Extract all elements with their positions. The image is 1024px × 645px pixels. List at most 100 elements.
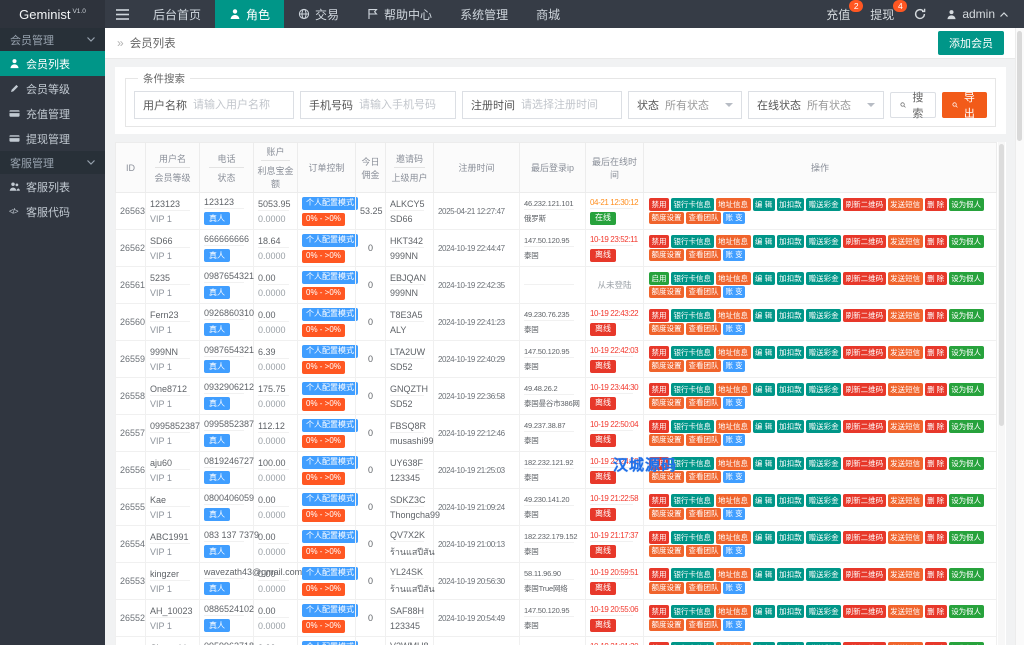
send-sms-button[interactable]: 发送短信: [887, 531, 923, 544]
quota-setting-button[interactable]: 额度设置: [649, 581, 684, 594]
refresh-qrcode-button[interactable]: 刷新二维码: [843, 198, 886, 211]
top-menu-trade[interactable]: 交易: [284, 0, 353, 28]
set-fake-button[interactable]: 设为假人: [948, 383, 984, 396]
add-deduct-button[interactable]: 加扣款: [776, 457, 805, 470]
edit-button[interactable]: 编 辑: [752, 235, 775, 248]
gift-bonus-button[interactable]: 赠送彩金: [806, 531, 842, 544]
edit-button[interactable]: 编 辑: [752, 198, 775, 211]
bank-card-info-button[interactable]: 银行卡信息: [671, 568, 714, 581]
set-fake-button[interactable]: 设为假人: [948, 346, 984, 359]
bank-card-info-button[interactable]: 银行卡信息: [671, 531, 714, 544]
disable-user-button[interactable]: 禁用: [649, 346, 669, 359]
set-fake-button[interactable]: 设为假人: [948, 272, 984, 285]
table-scrollbar-thumb[interactable]: [999, 144, 1004, 426]
admin-dropdown[interactable]: admin: [946, 7, 1008, 21]
quota-setting-button[interactable]: 额度设置: [649, 507, 684, 520]
gift-bonus-button[interactable]: 赠送彩金: [806, 198, 842, 211]
set-fake-button[interactable]: 设为假人: [948, 420, 984, 433]
account-change-button[interactable]: 账 变: [723, 359, 746, 372]
send-sms-button[interactable]: 发送短信: [887, 235, 923, 248]
view-team-button[interactable]: 查看团队: [686, 359, 721, 372]
delete-button[interactable]: 删 除: [924, 494, 947, 507]
refresh-qrcode-button[interactable]: 刷新二维码: [843, 383, 886, 396]
add-member-button[interactable]: 添加会员: [938, 31, 1004, 55]
bank-card-info-button[interactable]: 银行卡信息: [671, 457, 714, 470]
address-info-button[interactable]: 地址信息: [715, 309, 751, 322]
refresh-qrcode-button[interactable]: 刷新二维码: [843, 568, 886, 581]
delete-button[interactable]: 删 除: [924, 235, 947, 248]
edit-button[interactable]: 编 辑: [752, 457, 775, 470]
view-team-button[interactable]: 查看团队: [686, 544, 721, 557]
gift-bonus-button[interactable]: 赠送彩金: [806, 272, 842, 285]
disable-user-button[interactable]: 禁用: [649, 198, 669, 211]
quota-setting-button[interactable]: 额度设置: [649, 248, 684, 261]
view-team-button[interactable]: 查看团队: [686, 470, 721, 483]
set-fake-button[interactable]: 设为假人: [948, 531, 984, 544]
refresh-qrcode-button[interactable]: 刷新二维码: [843, 272, 886, 285]
add-deduct-button[interactable]: 加扣款: [776, 531, 805, 544]
delete-button[interactable]: 删 除: [924, 420, 947, 433]
disable-user-button[interactable]: 禁用: [649, 531, 669, 544]
add-deduct-button[interactable]: 加扣款: [776, 494, 805, 507]
bank-card-info-button[interactable]: 银行卡信息: [671, 235, 714, 248]
disable-user-button[interactable]: 禁用: [649, 420, 669, 433]
account-change-button[interactable]: 账 变: [723, 396, 746, 409]
edit-button[interactable]: 编 辑: [752, 531, 775, 544]
add-deduct-button[interactable]: 加扣款: [776, 309, 805, 322]
quota-setting-button[interactable]: 额度设置: [649, 322, 684, 335]
account-change-button[interactable]: 账 变: [723, 581, 746, 594]
bank-card-info-button[interactable]: 银行卡信息: [671, 383, 714, 396]
top-menu-mall[interactable]: 商城: [536, 7, 561, 22]
refresh-qrcode-button[interactable]: 刷新二维码: [843, 235, 886, 248]
quota-setting-button[interactable]: 额度设置: [649, 433, 684, 446]
export-button[interactable]: 导 出: [941, 92, 987, 120]
delete-button[interactable]: 删 除: [924, 346, 947, 359]
quota-setting-button[interactable]: 额度设置: [649, 359, 684, 372]
address-info-button[interactable]: 地址信息: [715, 494, 751, 507]
view-team-button[interactable]: 查看团队: [686, 433, 721, 446]
view-team-button[interactable]: 查看团队: [686, 211, 721, 224]
bank-card-info-button[interactable]: 银行卡信息: [671, 272, 714, 285]
sidebar-item-recharge[interactable]: 充值管理: [0, 101, 105, 126]
bank-card-info-button[interactable]: 银行卡信息: [671, 198, 714, 211]
disable-user-button[interactable]: 禁用: [649, 605, 669, 618]
refresh-qrcode-button[interactable]: 刷新二维码: [843, 457, 886, 470]
account-change-button[interactable]: 账 变: [723, 211, 746, 224]
regtime-input[interactable]: [521, 94, 621, 116]
bank-card-info-button[interactable]: 银行卡信息: [671, 309, 714, 322]
disable-user-button[interactable]: 禁用: [649, 235, 669, 248]
edit-button[interactable]: 编 辑: [752, 568, 775, 581]
bank-card-info-button[interactable]: 银行卡信息: [671, 494, 714, 507]
view-team-button[interactable]: 查看团队: [686, 248, 721, 261]
search-button[interactable]: 搜 索: [890, 92, 936, 120]
address-info-button[interactable]: 地址信息: [715, 272, 751, 285]
send-sms-button[interactable]: 发送短信: [887, 420, 923, 433]
delete-button[interactable]: 删 除: [924, 531, 947, 544]
gift-bonus-button[interactable]: 赠送彩金: [806, 383, 842, 396]
refresh-icon[interactable]: [914, 8, 926, 20]
sidebar-item-withdraw[interactable]: 提现管理: [0, 126, 105, 151]
enable-user-button[interactable]: 启用: [649, 272, 669, 285]
set-fake-button[interactable]: 设为假人: [948, 457, 984, 470]
account-change-button[interactable]: 账 变: [723, 322, 746, 335]
refresh-qrcode-button[interactable]: 刷新二维码: [843, 531, 886, 544]
quota-setting-button[interactable]: 额度设置: [649, 618, 684, 631]
send-sms-button[interactable]: 发送短信: [887, 605, 923, 618]
account-change-button[interactable]: 账 变: [723, 433, 746, 446]
quota-setting-button[interactable]: 额度设置: [649, 396, 684, 409]
delete-button[interactable]: 删 除: [924, 309, 947, 322]
add-deduct-button[interactable]: 加扣款: [776, 420, 805, 433]
refresh-qrcode-button[interactable]: 刷新二维码: [843, 605, 886, 618]
sidebar-item-member-list[interactable]: 会员列表: [0, 51, 105, 76]
view-team-button[interactable]: 查看团队: [686, 322, 721, 335]
address-info-button[interactable]: 地址信息: [715, 198, 751, 211]
gift-bonus-button[interactable]: 赠送彩金: [806, 420, 842, 433]
add-deduct-button[interactable]: 加扣款: [776, 346, 805, 359]
recharge-link[interactable]: 充值 2: [826, 0, 864, 23]
top-menu-system[interactable]: 系统管理: [460, 7, 509, 22]
status-select[interactable]: 状态 所有状态: [628, 91, 742, 119]
edit-button[interactable]: 编 辑: [752, 605, 775, 618]
delete-button[interactable]: 删 除: [924, 457, 947, 470]
send-sms-button[interactable]: 发送短信: [887, 383, 923, 396]
send-sms-button[interactable]: 发送短信: [887, 457, 923, 470]
